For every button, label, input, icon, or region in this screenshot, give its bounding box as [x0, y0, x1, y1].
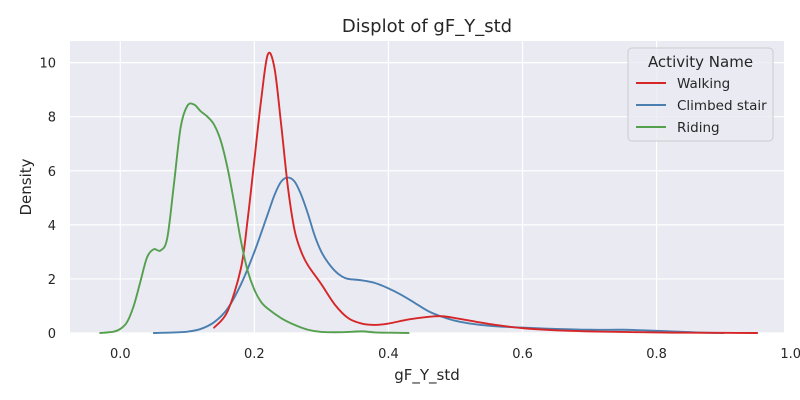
legend-label: Climbed stair — [677, 98, 767, 114]
x-tick-label: 0.0 — [110, 347, 131, 362]
legend-label: Riding — [677, 120, 720, 136]
legend-box — [627, 47, 774, 142]
x-axis-label: gF_Y_std — [394, 366, 460, 385]
y-tick-label: 6 — [48, 165, 56, 180]
series-line-walking — [213, 51, 759, 334]
y-tick-label: 8 — [48, 111, 56, 126]
x-tick-label: 0.2 — [244, 347, 265, 362]
x-axis-ticks: 0.0 0.2 0.4 0.6 0.8 1.0 — [110, 347, 800, 362]
x-tick-label: 0.4 — [378, 347, 399, 362]
x-tick-label: 0.6 — [512, 347, 533, 362]
series-layer — [99, 51, 759, 334]
y-axis-ticks: 0 2 4 6 8 10 — [39, 57, 56, 342]
chart-title: Displot of gF_Y_std — [342, 16, 512, 37]
y-tick-label: 10 — [39, 57, 56, 72]
y-tick-label: 2 — [48, 273, 56, 288]
y-axis-label: Density — [17, 158, 35, 215]
y-tick-label: 4 — [48, 219, 56, 234]
legend: Activity Name Walking Climbed stair Riding — [627, 47, 774, 142]
series-line-climbed-stair — [152, 176, 725, 334]
series-line-riding — [99, 102, 410, 334]
legend-title: Activity Name — [648, 53, 753, 71]
x-tick-label: 0.8 — [646, 347, 667, 362]
legend-label: Walking — [677, 76, 730, 92]
x-tick-label: 1.0 — [780, 347, 800, 362]
legend-items: Walking Climbed stair Riding — [636, 76, 767, 136]
y-tick-label: 0 — [48, 327, 56, 342]
